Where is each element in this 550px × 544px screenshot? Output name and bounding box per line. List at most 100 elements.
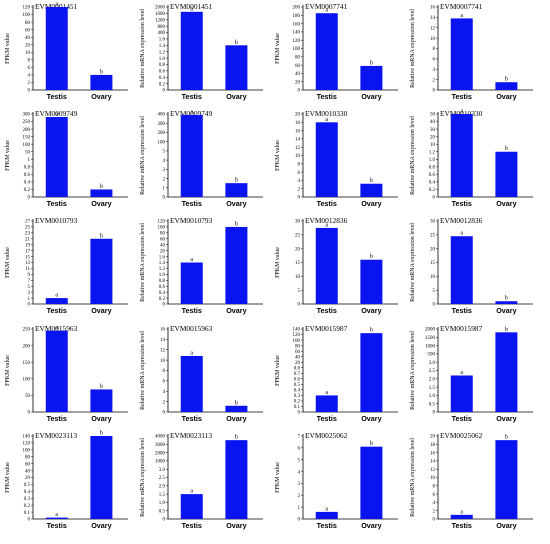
significance-label: b	[235, 178, 238, 184]
y-tick-label: 120	[293, 333, 301, 338]
y-tick-label: 80	[25, 21, 31, 26]
y-tick-label: 2000	[155, 451, 166, 456]
y-tick-label: 1600	[155, 12, 166, 17]
bar-testis	[450, 514, 473, 519]
y-tick-label: 4	[163, 159, 166, 164]
y-tick-label: 0.5	[159, 509, 166, 514]
chart-title: EVM0015987	[440, 324, 483, 333]
significance-label: a	[190, 6, 193, 12]
y-tick-label: 50	[25, 394, 31, 399]
bar-ovary	[495, 301, 518, 304]
bar-testis	[45, 7, 68, 90]
y-tick-label: 20	[295, 80, 301, 85]
y-tick-label: 10	[295, 275, 301, 280]
significance-label: b	[235, 400, 238, 406]
x-tick-label: Testis	[452, 92, 472, 101]
y-tick-label: 5	[163, 150, 166, 155]
y-tick-label: 0.6	[159, 285, 166, 290]
x-tick-label: Ovary	[496, 521, 516, 530]
y-tick-label: 3.0	[429, 361, 436, 366]
y-tick-label: 8	[298, 163, 301, 168]
y-tick-label: 1.4	[159, 261, 166, 266]
bar-ovary	[360, 65, 383, 90]
y-tick-label: 1.6	[159, 255, 166, 260]
chart-title: EVM0012836	[440, 216, 483, 225]
x-tick-label: Ovary	[361, 199, 381, 208]
y-tick-label: 2	[163, 400, 166, 405]
chart-title: EVM0007741	[305, 2, 348, 11]
y-tick-label: 0	[28, 411, 31, 416]
y-tick-label: 5	[28, 285, 31, 290]
y-tick-label: 40	[160, 243, 166, 248]
y-tick-label: 0.6	[294, 378, 301, 383]
y-tick-label: 13	[25, 261, 31, 266]
y-tick-label: 0.6	[429, 173, 436, 178]
chart-title: EVM0010330	[440, 109, 483, 118]
significance-label: b	[505, 435, 508, 441]
y-tick-label: 1.0	[429, 394, 436, 399]
y-axis-label: Relative mRNA expression level	[410, 438, 416, 517]
y-tick-label: 2	[433, 509, 436, 514]
x-tick-label: Ovary	[226, 414, 246, 423]
y-tick-label: 100	[23, 143, 31, 148]
y-tick-label: 20	[430, 435, 436, 440]
significance-label: a	[460, 109, 463, 115]
x-tick-label: Ovary	[226, 92, 246, 101]
significance-label: a	[190, 257, 193, 263]
y-tick-label: 0	[28, 89, 31, 94]
bar-ovary	[90, 436, 113, 519]
y-tick-label: 10	[430, 143, 436, 148]
bar-testis	[450, 18, 473, 91]
x-tick-label: Testis	[317, 92, 337, 101]
y-tick-label: 27	[25, 220, 31, 225]
y-tick-label: 4	[28, 74, 31, 79]
significance-label: a	[55, 293, 58, 299]
y-tick-label: 250	[23, 120, 31, 125]
y-tick-label: 3000	[155, 443, 166, 448]
x-tick-label: Ovary	[91, 521, 111, 530]
y-tick-label: 60	[295, 350, 301, 355]
y-tick-label: 2.5	[159, 476, 166, 481]
significance-label: a	[190, 489, 193, 495]
y-tick-label: 3	[298, 482, 301, 487]
y-tick-label: 1.0	[159, 273, 166, 278]
significance-label: b	[505, 327, 508, 333]
x-tick-label: Testis	[47, 521, 67, 530]
y-tick-label: 200	[158, 131, 166, 136]
x-tick-label: Ovary	[226, 521, 246, 530]
significance-label: a	[325, 8, 328, 14]
chart-panel: 0 2 4 6 8 10 20 40 60 80 100 120 FPKM value EVM000145…	[5, 2, 128, 101]
significance-label: b	[505, 296, 508, 302]
chart-panel: 0 0.2 0.4 0.6 0.8 1.0 1.2 10 20 30 40 50 Relative mR…	[410, 109, 533, 208]
y-tick-label: 1.5	[159, 493, 166, 498]
bar-ovary	[360, 183, 383, 197]
chart-panel: 0 20 40 60 80 100 120 140 160 180 200 FPKM value EVM…	[275, 2, 398, 101]
y-tick-label: 1.2	[429, 150, 436, 155]
chart-title: EVM0015963	[35, 324, 78, 333]
y-tick-label: 6	[298, 447, 301, 452]
y-tick-label: 16	[430, 451, 436, 456]
y-tick-label: 80	[295, 56, 301, 61]
y-tick-label: 1	[298, 506, 301, 511]
y-tick-label: 1.0	[159, 501, 166, 506]
x-tick-label: Testis	[317, 414, 337, 423]
x-tick-label: Testis	[182, 414, 202, 423]
bar-testis	[45, 517, 68, 519]
y-tick-label: 0.6	[159, 70, 166, 75]
x-tick-label: Ovary	[226, 199, 246, 208]
y-tick-label: 6	[298, 171, 301, 176]
y-tick-label: 20	[295, 361, 301, 366]
bar-testis	[180, 355, 203, 412]
x-tick-label: Ovary	[496, 306, 516, 315]
y-axis-label: Relative mRNA expression level	[140, 331, 146, 410]
x-tick-label: Testis	[182, 306, 202, 315]
y-tick-label: 14	[160, 338, 166, 343]
significance-label: b	[100, 384, 103, 390]
x-tick-label: Testis	[47, 414, 67, 423]
y-tick-label: 0	[163, 303, 166, 308]
significance-label: b	[505, 77, 508, 83]
significance-label: a	[190, 109, 193, 115]
significance-label: a	[460, 13, 463, 19]
y-tick-label: 100	[293, 339, 301, 344]
y-tick-label: 4	[433, 68, 436, 73]
